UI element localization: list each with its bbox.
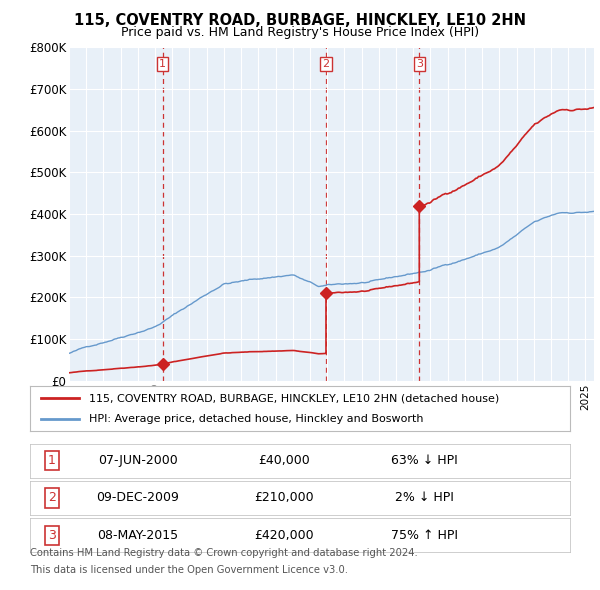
- Text: 75% ↑ HPI: 75% ↑ HPI: [391, 529, 458, 542]
- Text: 3: 3: [47, 529, 56, 542]
- Text: 2: 2: [47, 491, 56, 504]
- Text: 07-JUN-2000: 07-JUN-2000: [98, 454, 178, 467]
- Text: 09-DEC-2009: 09-DEC-2009: [97, 491, 179, 504]
- Text: 2: 2: [322, 59, 329, 69]
- Text: Price paid vs. HM Land Registry's House Price Index (HPI): Price paid vs. HM Land Registry's House …: [121, 26, 479, 39]
- Text: 115, COVENTRY ROAD, BURBAGE, HINCKLEY, LE10 2HN: 115, COVENTRY ROAD, BURBAGE, HINCKLEY, L…: [74, 13, 526, 28]
- Text: 1: 1: [47, 454, 56, 467]
- Text: £210,000: £210,000: [254, 491, 314, 504]
- Text: This data is licensed under the Open Government Licence v3.0.: This data is licensed under the Open Gov…: [30, 565, 348, 575]
- Text: 63% ↓ HPI: 63% ↓ HPI: [391, 454, 458, 467]
- Text: Contains HM Land Registry data © Crown copyright and database right 2024.: Contains HM Land Registry data © Crown c…: [30, 548, 418, 558]
- Text: 2% ↓ HPI: 2% ↓ HPI: [395, 491, 454, 504]
- Text: 3: 3: [416, 59, 423, 69]
- Text: 1: 1: [159, 59, 166, 69]
- Text: 115, COVENTRY ROAD, BURBAGE, HINCKLEY, LE10 2HN (detached house): 115, COVENTRY ROAD, BURBAGE, HINCKLEY, L…: [89, 394, 500, 404]
- Text: £420,000: £420,000: [254, 529, 314, 542]
- Text: HPI: Average price, detached house, Hinckley and Bosworth: HPI: Average price, detached house, Hinc…: [89, 414, 424, 424]
- Text: £40,000: £40,000: [258, 454, 310, 467]
- Text: 08-MAY-2015: 08-MAY-2015: [97, 529, 179, 542]
